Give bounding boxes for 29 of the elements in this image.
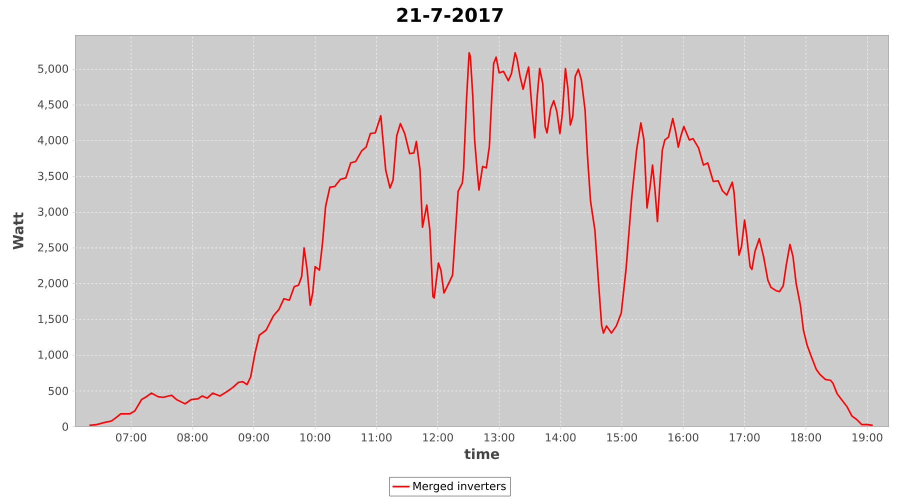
x-tick-label: 17:00: [730, 433, 760, 442]
x-tick-label: 16:00: [668, 433, 698, 442]
y-tick-label: 5,000: [38, 64, 68, 74]
x-tick-label: 09:00: [238, 433, 269, 442]
x-tick-label: 18:00: [791, 433, 822, 442]
y-axis-title: Watt: [13, 212, 24, 250]
y-tick-label: 4,000: [38, 136, 68, 146]
x-tick-label: 11:00: [362, 433, 392, 442]
y-tick-label: 1,500: [38, 314, 68, 324]
y-tick-label: 500: [48, 386, 68, 396]
chart-title: 21-7-2017: [397, 8, 503, 22]
x-tick-label: 14:00: [546, 433, 576, 442]
y-tick-label: 3,500: [38, 172, 68, 182]
x-tick-label: 15:00: [607, 433, 637, 442]
line-series: [88, 52, 874, 426]
x-tick-label: 10:00: [300, 433, 330, 442]
y-tick-label: 1,000: [38, 350, 68, 360]
y-tick-label: 0: [62, 422, 68, 431]
legend-label: Merged inverters: [413, 482, 506, 492]
x-tick-label: 08:00: [177, 433, 208, 442]
x-tick-label: 13:00: [484, 433, 514, 442]
x-tick-label: 19:00: [852, 433, 882, 442]
x-tick-label: 07:00: [116, 433, 146, 442]
y-tick-label: 2,000: [38, 278, 68, 288]
y-tick-label: 4,500: [38, 100, 68, 110]
x-tick-label: 12:00: [423, 433, 453, 442]
y-tick-label: 2,500: [38, 243, 68, 253]
x-axis-title: time: [464, 448, 500, 460]
y-tick-label: 3,000: [38, 208, 68, 217]
